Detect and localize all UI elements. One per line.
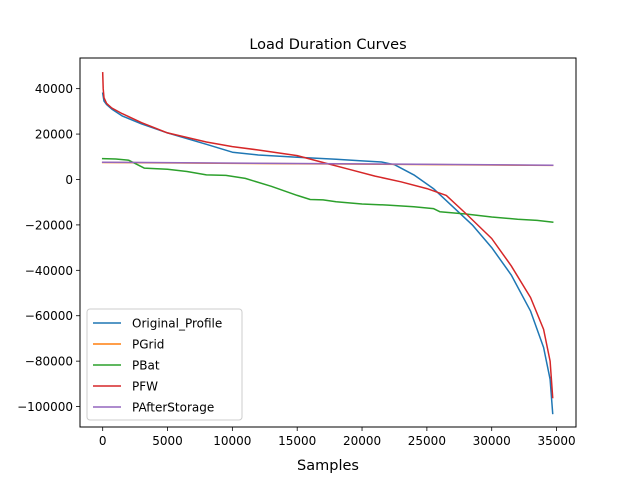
x-tick-label: 30000	[473, 434, 511, 448]
y-tick-label: −40000	[25, 264, 73, 278]
x-tick-label: 35000	[537, 434, 575, 448]
y-tick-label: −60000	[25, 309, 73, 323]
legend-label: PAfterStorage	[132, 401, 214, 415]
y-tick-label: −20000	[25, 218, 73, 232]
legend: Original_Profile PGrid PBat PFW PAfterStorag…	[86, 308, 243, 421]
series-line-pbat	[101, 157, 554, 224]
y-tick-label: 0	[65, 173, 73, 187]
y-axis-ticks: 40000 20000 0 −20000 −40000 −60000 −80000 −1000…	[17, 82, 80, 414]
x-tick-label: 20000	[343, 434, 381, 448]
x-axis-label: Samples	[297, 458, 359, 474]
plot-frame	[79, 57, 577, 428]
legend-label: Original_Profile	[132, 317, 222, 331]
series-line-pfw	[101, 72, 554, 399]
series-layer	[101, 72, 554, 415]
chart-title: Load Duration Curves	[249, 37, 406, 53]
x-tick-label: 0	[99, 434, 107, 448]
x-tick-label: 5000	[152, 434, 183, 448]
y-tick-label: −80000	[25, 355, 73, 369]
x-tick-label: 25000	[408, 434, 446, 448]
legend-label: PGrid	[132, 338, 164, 352]
y-tick-label: 20000	[35, 128, 73, 142]
x-tick-label: 10000	[213, 434, 251, 448]
series-line-original-profile	[101, 92, 554, 415]
y-tick-label: 40000	[35, 82, 73, 96]
x-tick-label: 15000	[278, 434, 316, 448]
series-line-pafterstorage	[101, 161, 554, 166]
x-axis-ticks: 0 5000 10000 15000 20000 25000 30000 35000	[99, 427, 576, 448]
legend-label: PFW	[132, 380, 158, 394]
y-tick-label: −100000	[17, 400, 73, 414]
legend-box	[86, 308, 243, 421]
legend-label: PBat	[132, 359, 160, 373]
